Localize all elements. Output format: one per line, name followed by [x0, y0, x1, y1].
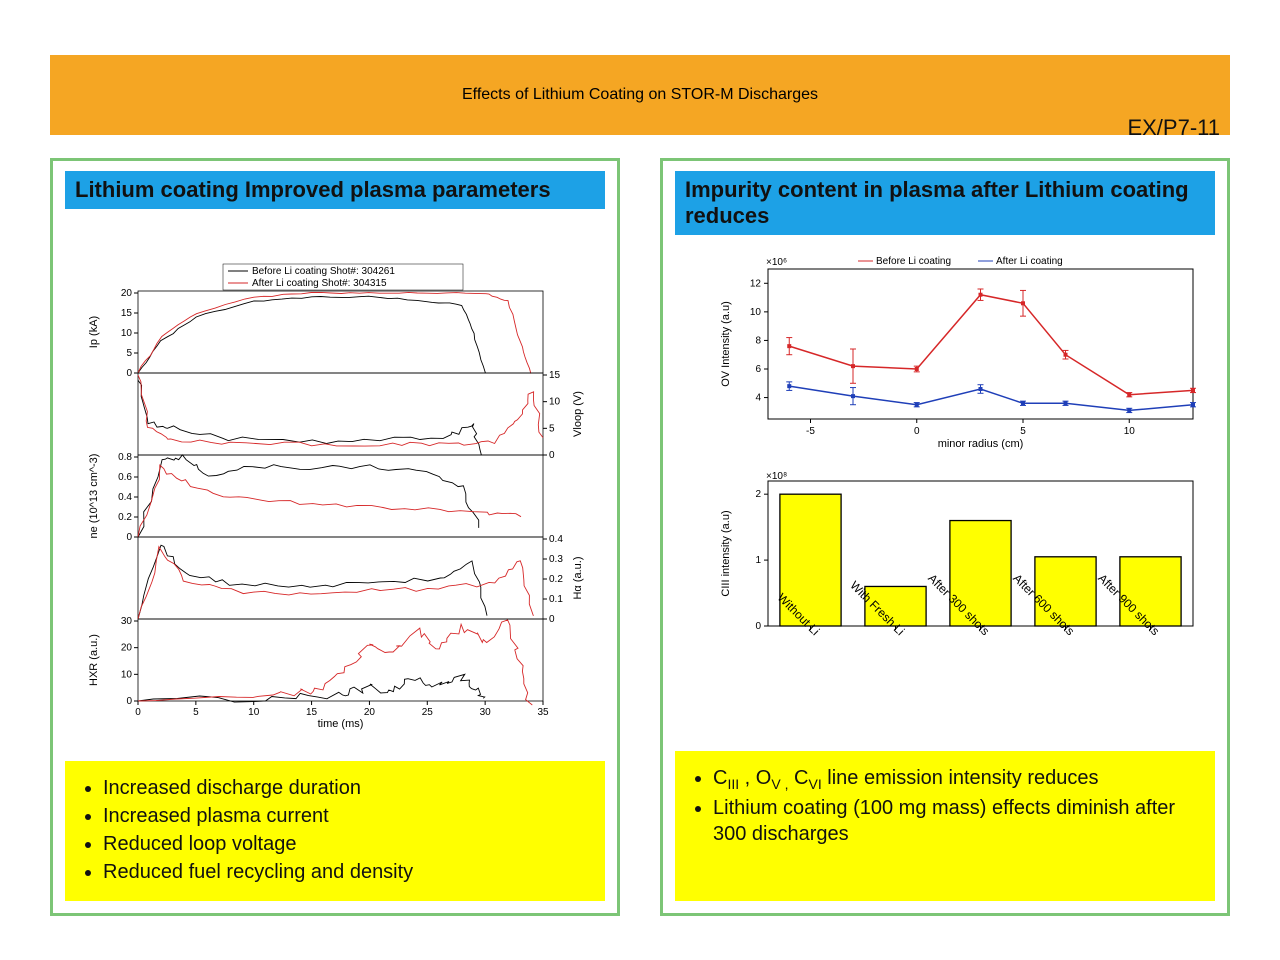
svg-text:10: 10 [248, 707, 260, 718]
svg-text:6: 6 [755, 364, 761, 375]
svg-text:minor radius (cm): minor radius (cm) [938, 438, 1024, 450]
svg-text:1: 1 [755, 555, 761, 566]
svg-text:20: 20 [121, 288, 133, 299]
svg-text:×10⁸: ×10⁸ [766, 471, 787, 482]
svg-text:time (ms): time (ms) [318, 718, 364, 730]
svg-text:10: 10 [1124, 426, 1136, 437]
svg-text:0.1: 0.1 [549, 594, 563, 605]
svg-text:30: 30 [480, 707, 492, 718]
svg-text:0: 0 [914, 426, 920, 437]
bullet-item: CIII , OV , CVI line emission intensity … [713, 765, 1201, 793]
left-timeseries-chart: Before Li coating Shot#: 304261After Li … [83, 261, 593, 731]
right-bullets-box: CIII , OV , CVI line emission intensity … [675, 751, 1215, 901]
svg-text:0.4: 0.4 [118, 492, 132, 503]
svg-text:15: 15 [549, 370, 561, 381]
left-bullets-box: Increased discharge durationIncreased pl… [65, 761, 605, 901]
right-panel: Impurity content in plasma after Lithium… [660, 158, 1230, 916]
svg-text:0: 0 [549, 614, 555, 625]
svg-text:×10⁶: ×10⁶ [766, 257, 787, 268]
svg-text:25: 25 [422, 707, 434, 718]
bullet-item: Reduced fuel recycling and density [103, 859, 591, 885]
ciii-bar-chart: 012×10⁸CIII intensity (a.u)Without LiWit… [713, 466, 1203, 721]
svg-text:5: 5 [1020, 426, 1026, 437]
svg-text:0: 0 [126, 368, 132, 379]
svg-text:2: 2 [755, 489, 761, 500]
svg-text:20: 20 [121, 643, 133, 654]
svg-text:Vloop (V): Vloop (V) [572, 391, 584, 437]
ov-intensity-chart: -5 0 5 10 4 6 8 10 12 ×10⁶ OV Intensity (a.u) minor… [713, 251, 1203, 451]
page-title: Effects of Lithium Coating on STOR-M Dis… [462, 86, 818, 104]
svg-text:0: 0 [135, 707, 141, 718]
right-subheader: Impurity content in plasma after Lithium… [675, 171, 1215, 235]
svg-text:0.8: 0.8 [118, 452, 132, 463]
svg-text:35: 35 [537, 707, 549, 718]
left-panel: Lithium coating Improved plasma paramete… [50, 158, 620, 916]
svg-text:10: 10 [750, 307, 762, 318]
svg-text:HXR (a.u.): HXR (a.u.) [88, 634, 100, 686]
svg-text:4: 4 [755, 393, 761, 404]
svg-text:5: 5 [193, 707, 199, 718]
svg-text:0.2: 0.2 [118, 512, 132, 523]
svg-text:-5: -5 [806, 426, 815, 437]
svg-text:Ip (kA): Ip (kA) [88, 316, 100, 348]
svg-text:15: 15 [306, 707, 318, 718]
svg-text:10: 10 [121, 328, 133, 339]
bullet-item: Reduced loop voltage [103, 831, 591, 857]
svg-text:Hα (a.u.): Hα (a.u.) [572, 556, 584, 599]
svg-text:10: 10 [549, 397, 561, 408]
svg-text:8: 8 [755, 335, 761, 346]
svg-text:0: 0 [549, 450, 555, 461]
bullet-item: Lithium coating (100 mg mass) effects di… [713, 795, 1201, 847]
svg-text:20: 20 [364, 707, 376, 718]
svg-text:0: 0 [126, 532, 132, 543]
svg-text:10: 10 [121, 669, 133, 680]
svg-text:0: 0 [126, 696, 132, 707]
svg-text:OV Intensity (a.u): OV Intensity (a.u) [720, 301, 732, 387]
svg-text:0.3: 0.3 [549, 554, 563, 565]
svg-text:0: 0 [755, 621, 761, 632]
svg-text:0.6: 0.6 [118, 472, 132, 483]
svg-text:5: 5 [126, 348, 132, 359]
title-bar: Effects of Lithium Coating on STOR-M Dis… [50, 55, 1230, 135]
svg-text:30: 30 [121, 616, 133, 627]
svg-text:Before Li coating Shot#: 30426: Before Li coating Shot#: 304261 [252, 266, 395, 277]
svg-text:CIII intensity (a.u): CIII intensity (a.u) [720, 510, 732, 596]
svg-text:Before Li coating: Before Li coating [876, 256, 951, 267]
left-subheader: Lithium coating Improved plasma paramete… [65, 171, 605, 209]
svg-text:After Li coating: After Li coating [996, 256, 1063, 267]
bullet-item: Increased plasma current [103, 803, 591, 829]
svg-text:After Li coating Shot#: 304315: After Li coating Shot#: 304315 [252, 278, 387, 289]
bullet-item: Increased discharge duration [103, 775, 591, 801]
svg-text:12: 12 [750, 278, 762, 289]
svg-text:15: 15 [121, 308, 133, 319]
svg-text:ne (10^13 cm^-3): ne (10^13 cm^-3) [88, 454, 100, 539]
svg-text:0.2: 0.2 [549, 574, 563, 585]
svg-text:5: 5 [549, 423, 555, 434]
paper-code: EX/P7-11 [1127, 115, 1220, 141]
svg-text:0.4: 0.4 [549, 534, 563, 545]
